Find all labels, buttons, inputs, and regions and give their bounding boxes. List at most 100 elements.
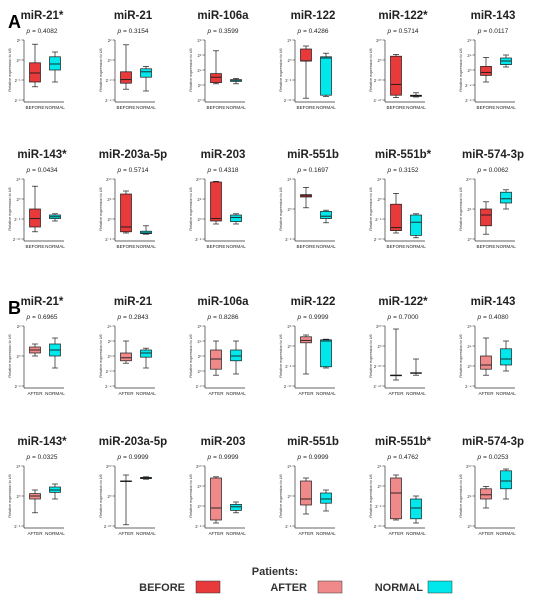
p-prefix: p = xyxy=(117,28,129,35)
subplot-title: miR-122 xyxy=(291,296,336,308)
x-tick-label: AFTER xyxy=(388,531,404,536)
x-tick-label: NORMAL xyxy=(226,531,246,536)
p-value: p = 0.0117 xyxy=(477,28,509,35)
p-value: p = 0.4762 xyxy=(387,454,419,461)
x-tick-label: AFTER xyxy=(118,531,134,536)
box-iqr xyxy=(230,214,242,222)
subplot-title: miR-106a xyxy=(197,10,249,22)
box-normal xyxy=(230,501,242,514)
x-tick-label: NORMAL xyxy=(496,391,516,396)
subplot-title: miR-143 xyxy=(471,10,516,22)
p-number: 0.0253 xyxy=(489,454,509,461)
y-tick-label: 2⁻⁴ xyxy=(465,384,472,389)
y-tick-label: 2¹⁰ xyxy=(196,464,202,469)
subplot-title: miR-21* xyxy=(21,296,64,308)
box-normal xyxy=(49,337,61,369)
y-tick-label: 2⁻⁵ xyxy=(105,237,112,242)
p-value: p = 0.3599 xyxy=(207,28,239,35)
subplot-title: miR-574-3p xyxy=(462,436,524,448)
p-prefix: p = xyxy=(26,167,38,174)
box-normal xyxy=(410,92,422,98)
subplot: miR-106a p = 0.8286 2⁶ 2⁴ 2² 2⁰ 2⁻² Relative ex… xyxy=(189,296,249,396)
x-tick-label: NORMAL xyxy=(496,531,516,536)
x-tick-label: NORMAL xyxy=(406,391,426,396)
y-axis-label: Relative expression to U6 xyxy=(99,334,103,377)
subplot: miR-21 p = 0.2843 2⁴ 2² 2⁰ 2⁻² 2⁻⁴ Relative exp… xyxy=(99,296,156,396)
x-tick-label: BEFORE xyxy=(387,105,406,110)
subplot-title: miR-551b xyxy=(287,149,339,161)
y-axis-label: Relative expression to U6 xyxy=(189,48,193,91)
x-tick-label: AFTER xyxy=(208,391,224,396)
x-tick-label: NORMAL xyxy=(406,105,426,110)
p-value: p = 0.0253 xyxy=(477,454,509,461)
y-tick-label: 2⁻⁴ xyxy=(465,83,472,88)
p-number: 0.0062 xyxy=(489,167,509,174)
y-tick-label: 2⁵ xyxy=(377,177,381,182)
subplot: miR-143 p = 0.0117 2⁸ 2⁴ 2⁰ 2⁻⁴ 2⁻⁸ Relative ex… xyxy=(459,10,516,110)
p-value: p = 0.1697 xyxy=(297,167,329,174)
x-tick-label: AFTER xyxy=(298,531,314,536)
y-tick-label: 2⁻⁴⁰ xyxy=(373,98,381,103)
y-axis-label: Relative expression to U6 xyxy=(8,187,12,230)
box-normal xyxy=(140,225,152,235)
x-tick-label: AFTER xyxy=(27,391,43,396)
box-before xyxy=(210,181,222,225)
p-prefix: p = xyxy=(477,167,489,174)
p-number: 0.8286 xyxy=(219,314,239,321)
y-tick-label: 2⁵ xyxy=(287,464,291,469)
x-tick-label: NORMAL xyxy=(226,244,246,249)
y-tick-label: 2⁻⁵ xyxy=(195,524,202,529)
subplot: miR-203 p = 0.4318 2¹⁰ 2⁵ 2⁰ 2⁻⁵ Relative expr… xyxy=(189,149,246,249)
y-axis-label: Relative expression to U6 xyxy=(279,474,283,517)
box-before xyxy=(390,193,402,234)
p-number: 0.9999 xyxy=(309,454,329,461)
p-number: 0.4318 xyxy=(219,167,239,174)
box-normal xyxy=(230,213,242,225)
y-axis-label: Relative expression to U6 xyxy=(189,474,193,517)
y-tick-label: 2⁻² xyxy=(15,98,22,103)
box-normal xyxy=(410,213,422,239)
y-tick-label: 2⁻⁴ xyxy=(105,384,112,389)
y-tick-label: 2⁻²⁰ xyxy=(374,364,382,369)
y-tick-label: 2⁻⁸ xyxy=(465,98,472,103)
p-value: p = 0.4286 xyxy=(297,28,329,35)
box-iqr xyxy=(410,214,422,236)
p-value: p = 0.9999 xyxy=(297,314,329,321)
subplot: miR-122 p = 0.9999 2⁵ 2⁰ 2⁻⁵ 2⁻¹⁰ Relative exp… xyxy=(279,296,336,396)
subplot-title: miR-143* xyxy=(17,149,67,161)
y-tick-label: 2⁰ xyxy=(16,494,20,499)
y-tick-label: 2⁻²⁰ xyxy=(374,78,382,83)
subplot-title: miR-203a-5p xyxy=(99,436,167,448)
p-prefix: p = xyxy=(297,28,309,35)
box-after xyxy=(120,474,132,526)
y-tick-label: 2⁴ xyxy=(197,339,201,344)
box-normal xyxy=(49,213,61,222)
y-tick-label: 2²⁰ xyxy=(376,324,382,329)
subplot: miR-551b p = 0.9999 2⁵ 2⁰ 2⁻⁵ Relative expres… xyxy=(279,436,339,536)
box-after xyxy=(480,486,492,509)
box-iqr xyxy=(120,352,132,362)
legend-label-before: BEFORE xyxy=(139,582,185,594)
p-number: 0.9999 xyxy=(309,314,329,321)
subplot-title: miR-203a-5p xyxy=(99,149,167,161)
box-normal xyxy=(320,52,332,97)
subplot: miR-143* p = 0.0325 2⁵ 2⁰ 2⁻⁵ Relative expres… xyxy=(8,436,67,536)
y-tick-label: 2⁰ xyxy=(377,344,381,349)
y-axis-label: Relative expression to U6 xyxy=(99,48,103,91)
p-value: p = 0.9999 xyxy=(207,454,239,461)
x-tick-label: NORMAL xyxy=(226,391,246,396)
y-tick-label: 2⁰ xyxy=(197,217,201,222)
y-tick-label: 2⁰ xyxy=(287,494,291,499)
p-value: p = 0.3154 xyxy=(117,28,149,35)
subplot: miR-203 p = 0.9999 2¹⁰ 2⁵ 2⁰ 2⁻⁵ Relative expr… xyxy=(189,436,246,536)
y-tick-label: 2⁰ xyxy=(287,207,291,212)
y-tick-label: 2⁻² xyxy=(106,78,113,83)
x-tick-label: BEFORE xyxy=(207,105,226,110)
y-tick-label: 2² xyxy=(198,83,202,88)
y-tick-label: 2⁻² xyxy=(196,384,203,389)
y-tick-label: 2¹⁰ xyxy=(466,464,472,469)
p-number: 0.7000 xyxy=(399,314,419,321)
x-tick-label: BEFORE xyxy=(26,105,45,110)
y-axis-label: Relative expression to U6 xyxy=(369,334,373,377)
p-value: p = 0.9999 xyxy=(117,454,149,461)
